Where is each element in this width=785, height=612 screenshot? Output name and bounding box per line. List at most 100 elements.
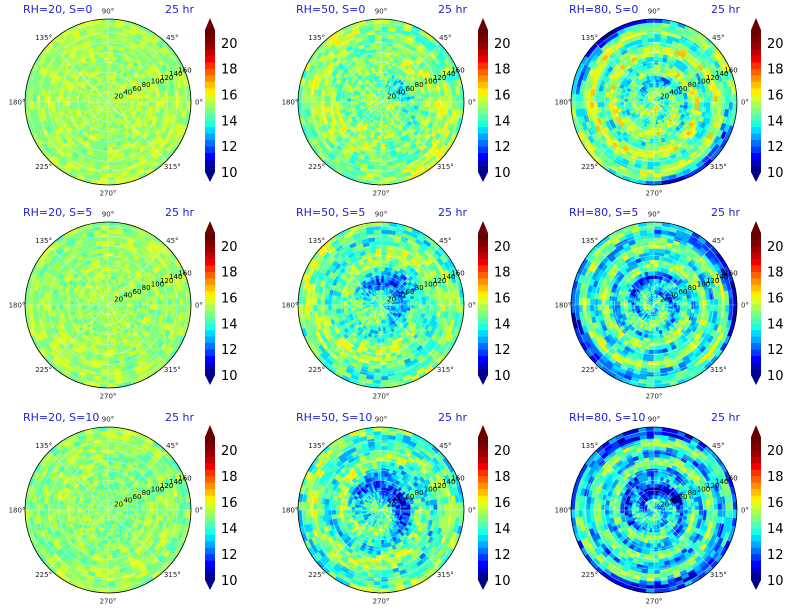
heatmap-cell (141, 101, 146, 106)
heatmap-cell (717, 95, 723, 103)
heatmap-cell (62, 97, 67, 103)
colorbar-swatch (751, 94, 761, 102)
colorbar-swatch (478, 165, 488, 173)
colorbar-swatch (478, 88, 488, 95)
radial-tick-label: 20 (660, 92, 669, 100)
colorbar-swatch (751, 42, 761, 50)
heatmap-cell (713, 101, 719, 109)
radial-tick-label: 160 (178, 66, 191, 74)
colorbar-swatch (478, 133, 488, 141)
angle-tick-label: 135° (581, 34, 598, 42)
radial-tick-label: 60 (132, 85, 141, 93)
heatmap-cell (582, 94, 587, 103)
colorbar-tick-label: 12 (767, 140, 784, 155)
colorbar-tick-label: 14 (767, 114, 784, 129)
heatmap-cell (649, 56, 655, 61)
heatmap-cell (346, 98, 352, 103)
heatmap-cell (32, 101, 37, 110)
heatmap-cell (81, 302, 86, 306)
heatmap-cell (380, 135, 385, 140)
colorbar-swatch (478, 36, 488, 44)
heatmap-cell (126, 304, 131, 308)
heatmap-cell (160, 96, 165, 103)
heatmap-cell (597, 101, 602, 108)
heatmap-cell (578, 94, 583, 103)
heatmap-cell (107, 26, 116, 31)
heatmap-cell (706, 101, 711, 108)
heatmap-cell (698, 101, 704, 108)
heatmap-cell (452, 101, 457, 110)
heatmap-cell (43, 95, 49, 103)
radial-tick-label: 40 (396, 89, 405, 97)
heatmap-cell (653, 52, 660, 58)
heatmap-cell (653, 26, 662, 31)
heatmap-cell (100, 173, 109, 178)
heatmap-cell (656, 67, 661, 73)
heatmap-cell (380, 79, 384, 84)
heatmap-cell (647, 165, 655, 171)
colorbar-swatch (751, 49, 761, 57)
heatmap-cell (597, 96, 602, 103)
colorbar-swatch (205, 30, 215, 37)
heatmap-cell (619, 98, 625, 103)
grid-spoke (49, 43, 109, 103)
colorbar-swatch (478, 107, 488, 115)
heatmap-cell (721, 94, 726, 103)
heatmap-cell (448, 101, 453, 110)
heatmap-cell (646, 26, 655, 31)
heatmap-cell (107, 270, 112, 276)
heatmap-cell (380, 41, 388, 46)
angle-tick-label: 45° (166, 34, 178, 42)
heatmap-cell (725, 101, 730, 110)
heatmap-cell (107, 135, 112, 140)
time-label: 25 hr (165, 3, 194, 16)
heatmap-cell (380, 158, 388, 163)
heatmap-cell (425, 101, 431, 108)
colorbar-swatch (751, 152, 761, 160)
radial-tick-label: 60 (678, 85, 687, 93)
heatmap-cell (107, 282, 111, 287)
heatmap-cell (100, 26, 109, 31)
heatmap-cell (380, 173, 389, 178)
heatmap-cell (152, 96, 158, 103)
heatmap-cell (653, 165, 661, 171)
colorbar-tick-label: 16 (221, 89, 238, 104)
heatmap-cell (103, 56, 109, 61)
heatmap-cell (39, 95, 45, 103)
heatmap-cell (608, 101, 613, 107)
heatmap-cell (107, 45, 114, 50)
radial-tick-label: 40 (669, 89, 678, 97)
colorbar-swatch (205, 159, 215, 166)
heatmap-cell (58, 96, 64, 103)
heatmap-cell (373, 173, 382, 178)
heatmap-cell (374, 131, 379, 137)
colorbar-tick-label: 18 (767, 63, 784, 78)
colorbar-swatch (205, 139, 215, 147)
heatmap-cell (107, 146, 114, 152)
heatmap-cell (102, 146, 109, 152)
radial-tick-label: 80 (142, 81, 151, 89)
heatmap-cell (647, 41, 655, 46)
heatmap-cell (653, 45, 660, 50)
heatmap-cell (647, 158, 655, 163)
heatmap-cell (167, 95, 173, 103)
colorbar-swatch (751, 68, 761, 76)
heatmap-cell (137, 104, 143, 109)
heatmap-cell (631, 99, 636, 103)
colorbar-swatch (205, 75, 215, 82)
heatmap-cell (167, 101, 173, 109)
heatmap-cell (695, 101, 700, 107)
heatmap-cell (653, 75, 657, 80)
colorbar-swatch (205, 81, 215, 89)
heatmap-cell (81, 99, 86, 103)
heatmap-cell (648, 52, 655, 58)
heatmap-cell (380, 56, 386, 61)
heatmap-cell (585, 101, 591, 109)
colorbar-tick-label: 20 (494, 37, 511, 52)
colorbar-swatch (478, 120, 488, 128)
heatmap-cell (653, 64, 658, 69)
angle-tick-label: 270° (373, 190, 390, 198)
radial-tick-label: 80 (688, 81, 697, 89)
heatmap-cell (107, 30, 116, 35)
